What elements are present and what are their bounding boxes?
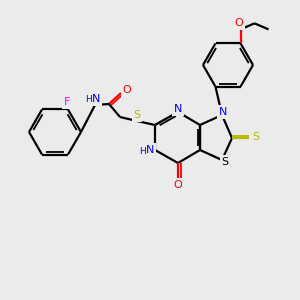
Text: N: N	[92, 94, 100, 104]
Text: N: N	[174, 104, 182, 114]
Text: F: F	[64, 98, 70, 107]
Text: S: S	[221, 157, 229, 167]
Text: S: S	[252, 132, 260, 142]
Text: H: H	[85, 95, 92, 104]
Text: O: O	[234, 18, 243, 28]
Text: N: N	[219, 107, 227, 117]
Text: N: N	[146, 145, 154, 155]
Text: H: H	[139, 146, 145, 155]
Text: O: O	[174, 180, 182, 190]
Text: O: O	[123, 85, 131, 95]
Text: S: S	[134, 110, 141, 120]
